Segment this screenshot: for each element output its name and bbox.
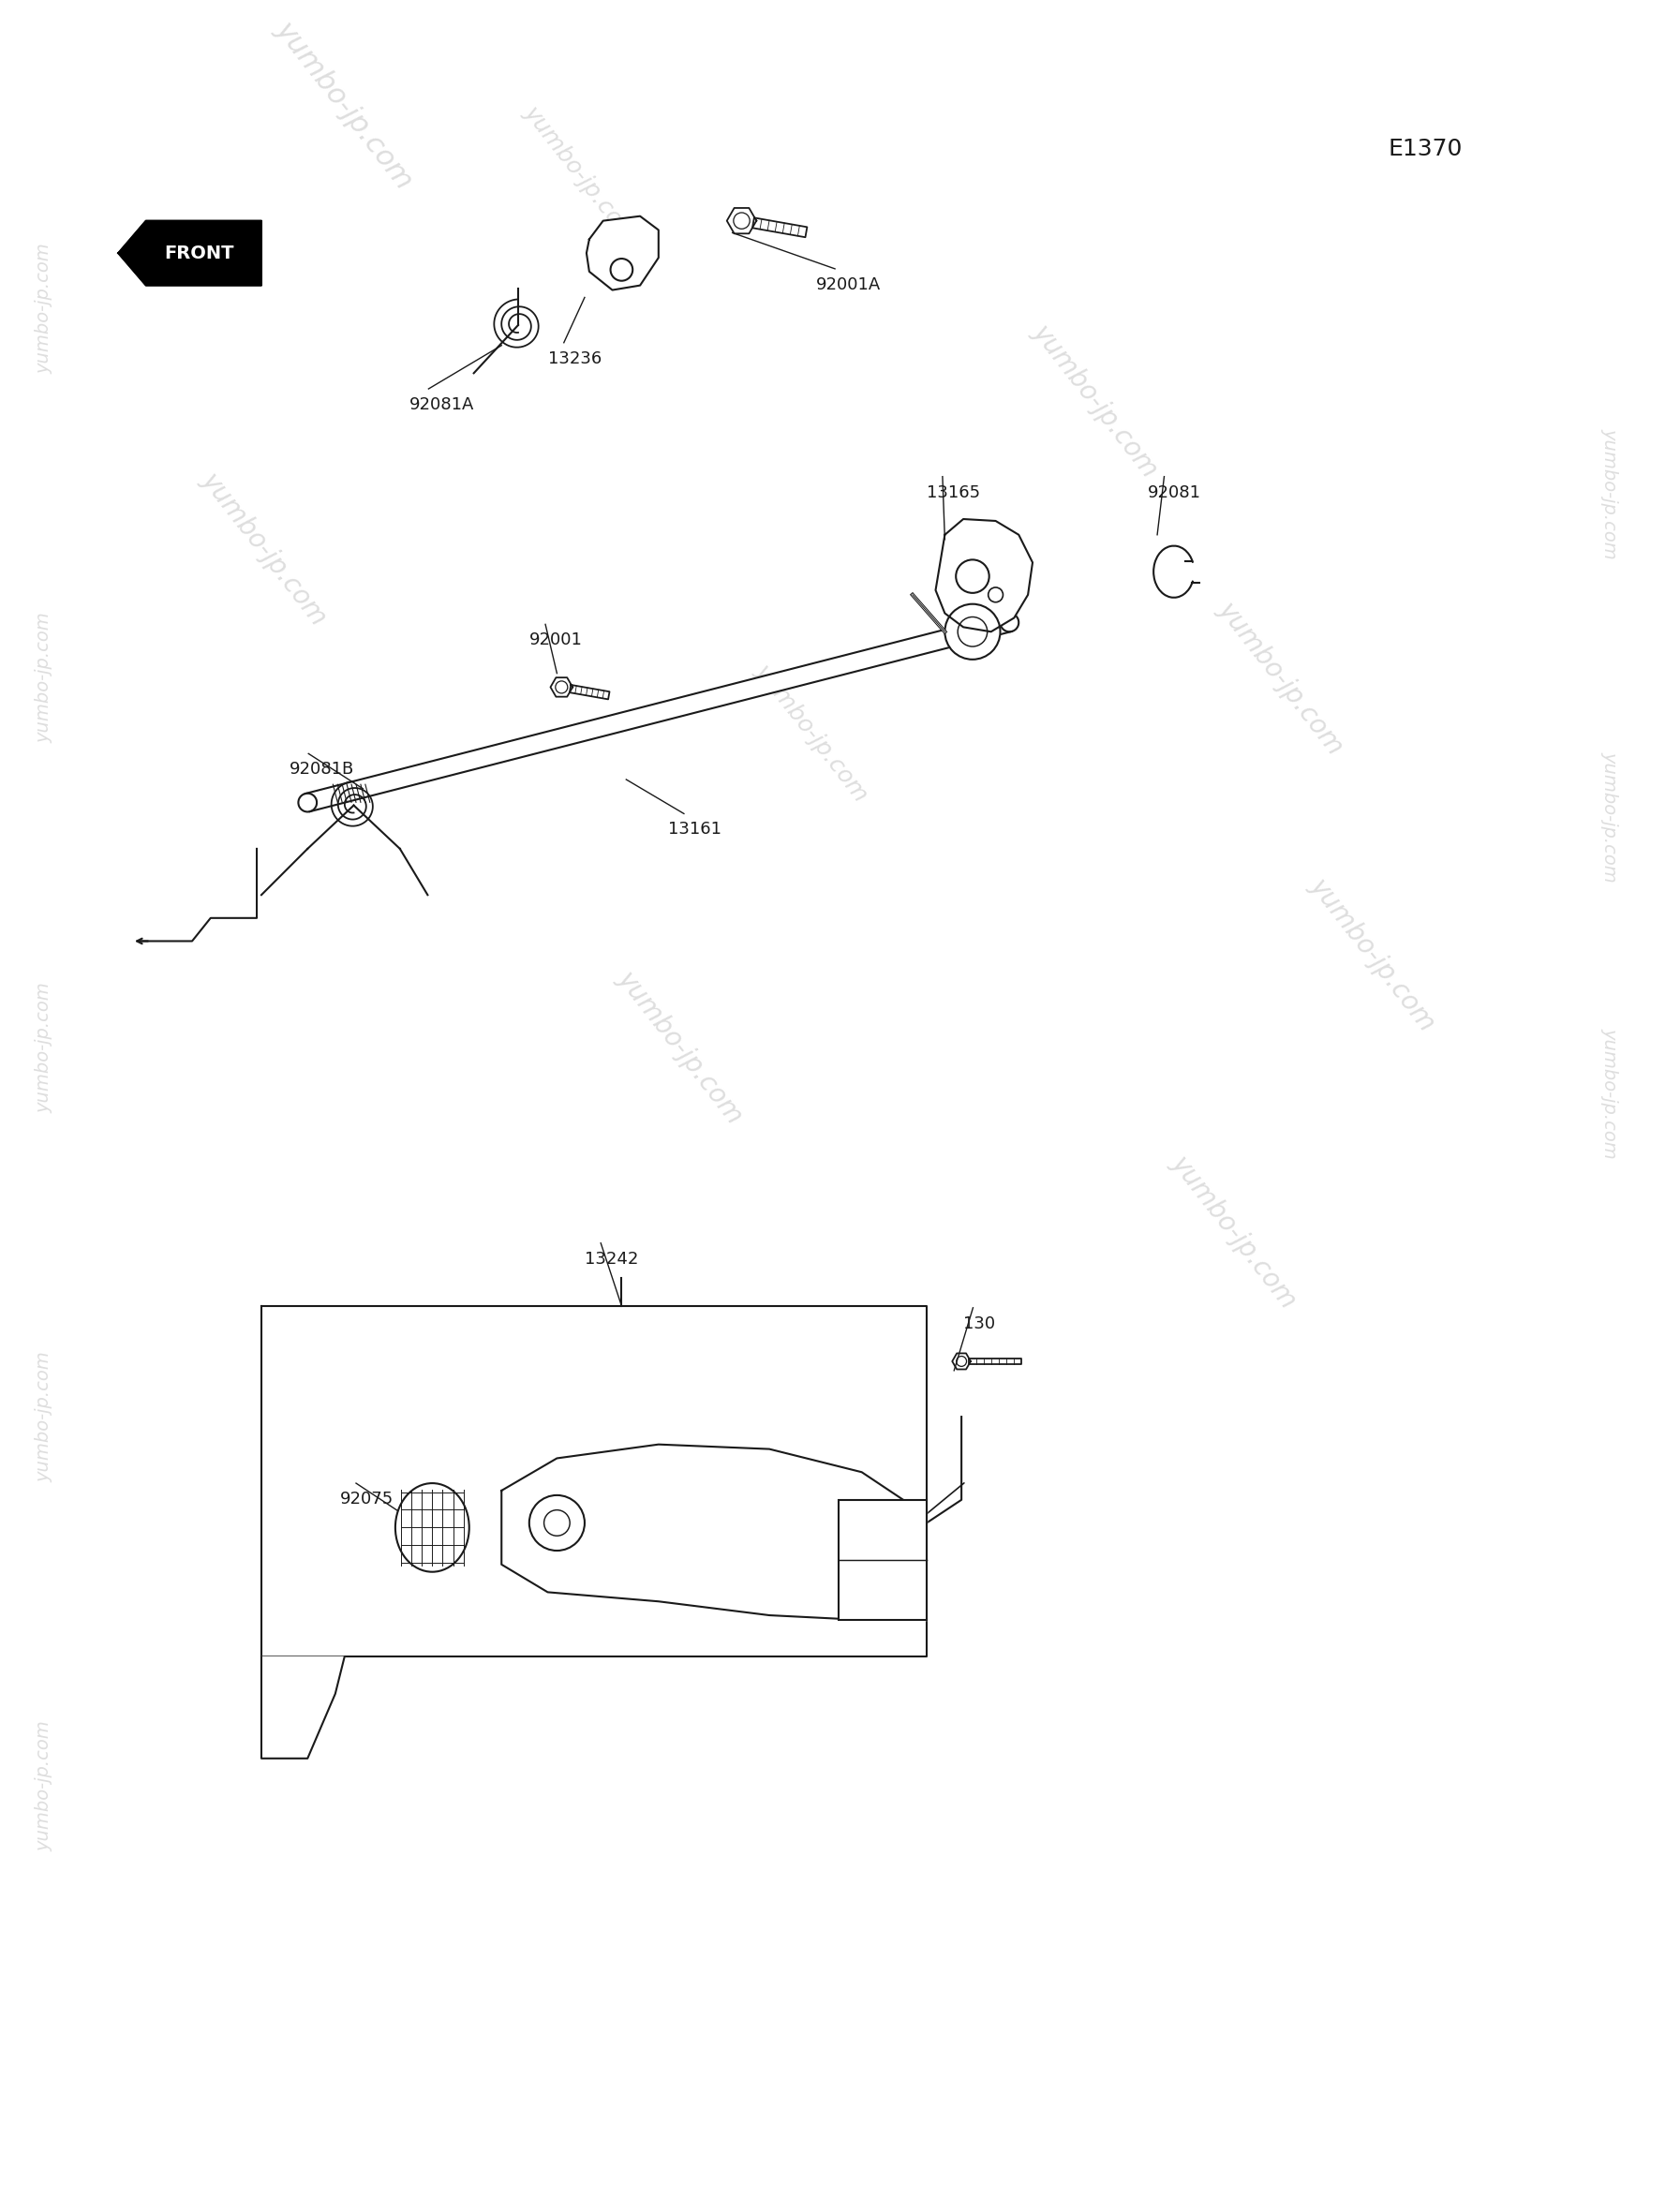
Circle shape <box>529 1495 585 1550</box>
Text: yumbo-jp.com: yumbo-jp.com <box>35 244 54 374</box>
Text: yumbo-jp.com: yumbo-jp.com <box>1601 752 1620 881</box>
Text: yumbo-jp.com: yumbo-jp.com <box>521 101 642 248</box>
Text: E1370: E1370 <box>1388 138 1463 160</box>
Text: yumbo-jp.com: yumbo-jp.com <box>1601 1029 1620 1158</box>
Text: yumbo-jp.com: yumbo-jp.com <box>1166 1150 1302 1314</box>
Text: yumbo-jp.com: yumbo-jp.com <box>35 1721 54 1851</box>
Text: 130: 130 <box>963 1314 995 1332</box>
Text: yumbo-jp.com: yumbo-jp.com <box>270 15 418 193</box>
Circle shape <box>610 259 633 281</box>
Circle shape <box>988 587 1003 602</box>
Text: 13161: 13161 <box>667 822 721 837</box>
Polygon shape <box>753 218 806 237</box>
Text: 92075: 92075 <box>339 1490 393 1508</box>
Text: 13165: 13165 <box>926 484 979 501</box>
Polygon shape <box>262 1657 344 1758</box>
Text: yumbo-jp.com: yumbo-jp.com <box>751 659 872 807</box>
Text: 92081: 92081 <box>1147 484 1201 501</box>
Polygon shape <box>570 686 610 699</box>
Ellipse shape <box>395 1484 469 1572</box>
Text: yumbo-jp.com: yumbo-jp.com <box>35 983 54 1112</box>
Text: yumbo-jp.com: yumbo-jp.com <box>35 613 54 743</box>
Text: yumbo-jp.com: yumbo-jp.com <box>1601 429 1620 558</box>
Circle shape <box>944 604 1000 659</box>
Text: yumbo-jp.com: yumbo-jp.com <box>197 466 333 631</box>
Text: FRONT: FRONT <box>165 244 234 262</box>
Text: yumbo-jp.com: yumbo-jp.com <box>1028 319 1164 481</box>
Text: 92001A: 92001A <box>815 277 880 292</box>
Text: yumbo-jp.com: yumbo-jp.com <box>1213 596 1349 761</box>
Text: yumbo-jp.com: yumbo-jp.com <box>35 1352 54 1481</box>
Polygon shape <box>586 215 659 290</box>
Text: 13236: 13236 <box>548 349 601 367</box>
Polygon shape <box>936 519 1033 631</box>
Text: 92081B: 92081B <box>289 761 354 778</box>
Circle shape <box>956 560 990 593</box>
Text: yumbo-jp.com: yumbo-jp.com <box>1305 873 1440 1037</box>
Text: yumbo-jp.com: yumbo-jp.com <box>612 965 748 1130</box>
Text: 13242: 13242 <box>585 1251 638 1268</box>
Polygon shape <box>118 220 262 286</box>
Polygon shape <box>551 677 573 697</box>
Polygon shape <box>306 613 1011 811</box>
Polygon shape <box>502 1444 926 1620</box>
Polygon shape <box>727 209 756 233</box>
Bar <box>838 1499 926 1620</box>
Bar <box>838 1499 926 1620</box>
Polygon shape <box>969 1358 1021 1365</box>
Text: 92081A: 92081A <box>410 396 474 413</box>
Polygon shape <box>953 1354 971 1369</box>
Text: 92001: 92001 <box>529 631 583 648</box>
